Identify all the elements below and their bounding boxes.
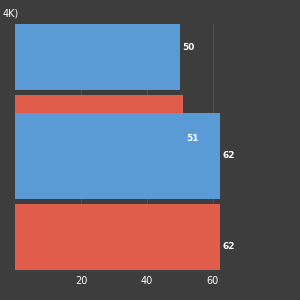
Text: 4K): 4K) <box>3 9 19 19</box>
Bar <box>15 95 183 182</box>
Text: 50: 50 <box>183 43 195 52</box>
Text: 62: 62 <box>222 151 235 160</box>
Text: 51: 51 <box>186 134 198 143</box>
Text: 62: 62 <box>222 242 235 251</box>
Bar <box>15 204 220 290</box>
Bar <box>15 112 220 199</box>
Bar <box>15 4 180 90</box>
